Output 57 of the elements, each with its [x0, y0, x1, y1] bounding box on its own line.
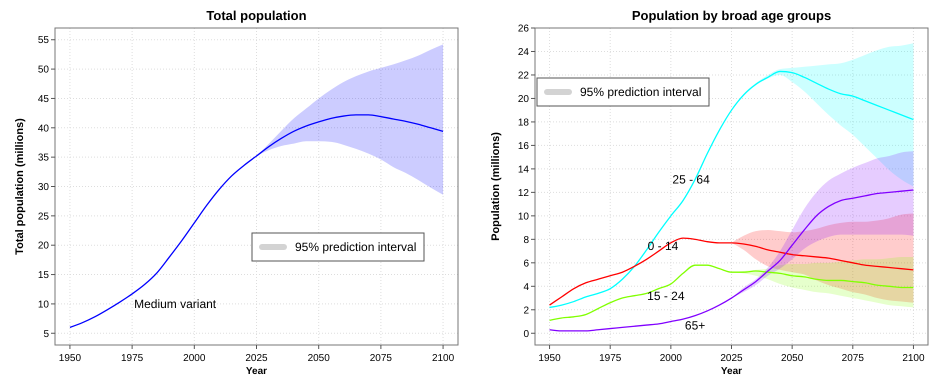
y-tick-label: 15 [38, 270, 50, 282]
y-tick-label: 6 [523, 258, 530, 270]
series-label: 25 - 64 [672, 172, 710, 186]
x-tick-label: 2100 [432, 353, 455, 364]
y-tick-label: 10 [518, 211, 530, 222]
line-series [548, 70, 914, 308]
x-tick-label: 1975 [120, 353, 144, 364]
y-tick-label: 2 [523, 305, 530, 316]
x-axis-title: Year [720, 366, 742, 377]
series-label: 0 - 14 [648, 239, 679, 254]
annotation: 95% prediction interval [295, 240, 416, 254]
y-tick-label: 0 [523, 328, 530, 340]
y-tick-label: 20 [518, 94, 530, 105]
y-axis-title: Population (millions) [490, 132, 502, 241]
x-tick-label: 2075 [842, 353, 864, 364]
annotation: 95% prediction interval [580, 85, 702, 100]
y-tick-label: 40 [38, 123, 50, 134]
line-series [69, 114, 444, 328]
y-tick-label: 5 [43, 328, 50, 340]
x-tick-label: 1950 [538, 353, 562, 364]
x-tick-label: 2000 [183, 353, 206, 364]
x-tick-label: 1975 [599, 353, 622, 364]
x-tick-label: 2025 [720, 353, 744, 364]
line-series [548, 264, 914, 321]
x-tick-label: 2000 [660, 353, 682, 364]
y-tick-label: 12 [518, 188, 530, 199]
x-tick-label: 2025 [245, 353, 268, 364]
x-tick-label: 2050 [308, 353, 330, 364]
y-tick-label: 25 [38, 211, 50, 222]
chart-title: Population by broad age groups [632, 8, 832, 23]
series-label: Medium variant [134, 296, 217, 311]
y-tick-label: 10 [38, 299, 50, 310]
line-series [548, 238, 914, 306]
y-tick-label: 14 [518, 164, 530, 176]
y-tick-label: 16 [518, 140, 530, 152]
chart-title: Total population [206, 8, 307, 23]
y-tick-label: 22 [518, 70, 530, 82]
y-tick-label: 35 [38, 152, 50, 164]
x-tick-label: 1950 [58, 353, 82, 364]
series-label: 65+ [684, 318, 706, 333]
y-tick-label: 55 [38, 35, 50, 46]
y-tick-label: 8 [523, 234, 530, 246]
x-tick-label: 2100 [902, 353, 926, 364]
x-tick-label: 2050 [781, 353, 804, 364]
y-tick-label: 30 [38, 182, 50, 193]
y-tick-label: 4 [523, 282, 530, 293]
line-series [548, 189, 914, 332]
y-axis-title: Total population (millions) [14, 118, 26, 255]
y-tick-label: 20 [38, 240, 50, 252]
y-tick-label: 18 [518, 117, 530, 128]
y-tick-label: 45 [38, 94, 50, 105]
y-tick-label: 26 [518, 24, 530, 34]
x-axis-title: Year [246, 366, 268, 377]
y-tick-label: 50 [38, 64, 50, 76]
x-tick-label: 2075 [370, 353, 392, 364]
y-tick-label: 24 [518, 46, 530, 58]
series-label: 15 - 24 [647, 288, 685, 303]
